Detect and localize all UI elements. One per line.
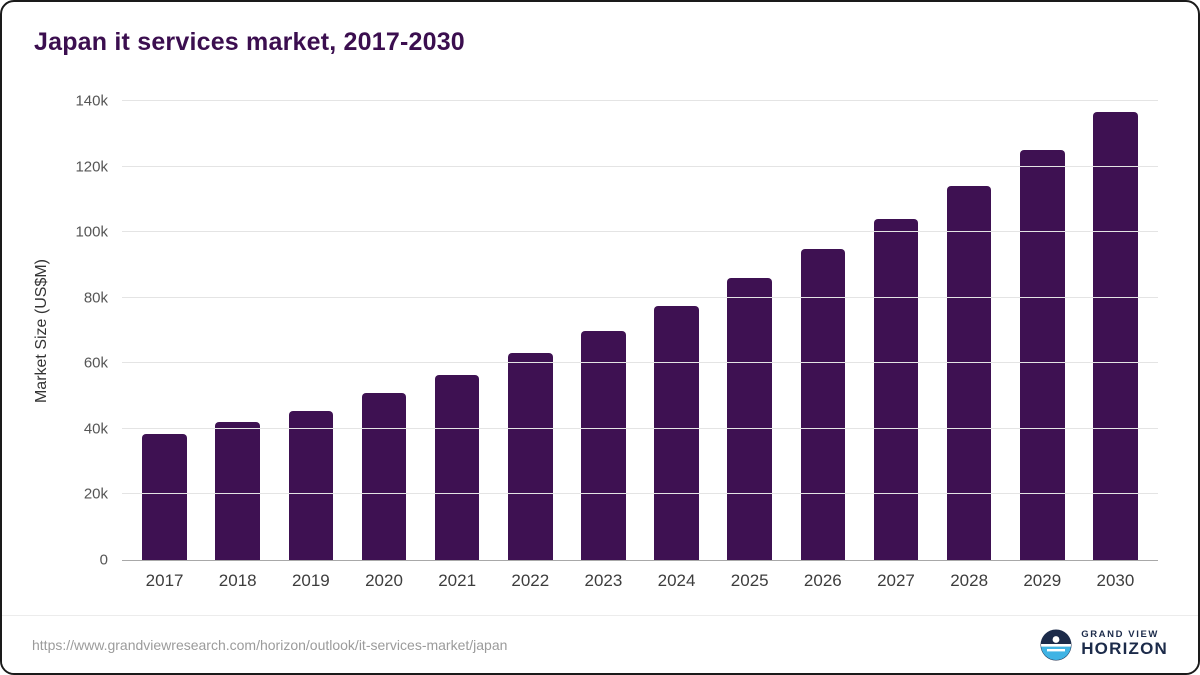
gridline [122,231,1158,233]
x-tick-label: 2017 [145,571,184,590]
x-tick-label: 2022 [511,571,550,590]
bar-2018 [215,422,261,560]
bars [122,101,1158,560]
bar-slot [786,101,859,560]
bar-2017 [142,433,187,560]
y-tick-label: 20k [83,485,108,503]
x-tick-label: 2018 [218,571,257,590]
bar-slot [713,101,786,560]
bar-2030 [1093,112,1138,560]
brand-name-top: GRAND VIEW [1081,628,1159,640]
y-tick-label: 100k [75,223,108,241]
y-axis-label: Market Size (US$M) [33,258,50,403]
x-tick-label: 2028 [950,571,989,590]
gridline [122,493,1158,495]
y-tick-label: 120k [75,158,108,176]
bar-slot [567,101,640,560]
bar-slot [933,101,1006,560]
bar-slot [494,101,567,560]
bar-slot [859,101,932,560]
horizon-logo-icon [1040,629,1072,661]
gridline [122,427,1158,429]
brand-logo: GRAND VIEW HORIZON [1040,629,1168,661]
bar-2020 [361,392,407,560]
bar-2025 [727,278,772,560]
bar-2019 [288,410,334,560]
x-tick-label: 2023 [584,571,623,590]
gridline [122,296,1158,298]
x-tick-label: 2029 [1023,571,1062,590]
bar-slot [128,101,201,560]
y-tick-label: 140k [75,92,108,110]
footer: https://www.grandviewresearch.com/horizo… [2,615,1198,673]
bar-slot [201,101,274,560]
bar-2026 [800,248,846,560]
bar-2024 [654,305,699,560]
x-tick-label: 2025 [730,571,769,590]
y-tick-label: 60k [83,354,108,372]
source-url: https://www.grandviewresearch.com/horizo… [32,636,508,653]
bar-slot [421,101,494,560]
bar-2027 [873,219,919,560]
bar-2021 [434,374,480,560]
x-tick-label: 2019 [291,571,330,590]
x-tick-label: 2024 [657,571,696,590]
bar-2023 [581,330,626,560]
x-labels: 2017 2018 2019 2020 2021 2022 2023 2024 2025 2026… [122,571,1158,591]
x-tick-label: 2026 [803,571,842,590]
y-tick-label: 0 [99,551,108,569]
chart-title: Japan it services market, 2017-2030 [34,28,465,56]
bar-2022 [507,353,553,560]
x-tick-label: 2027 [877,571,915,590]
x-tick-label: 2030 [1096,571,1135,590]
bar-2028 [946,186,992,560]
gridline [122,100,1158,101]
brand-name-bottom: HORIZON [1081,639,1168,659]
x-tick-label: 2021 [438,571,477,590]
brand-text: GRAND VIEW HORIZON [1081,628,1168,659]
x-tick-label: 2020 [365,571,403,590]
bar-slot [347,101,420,560]
y-tick-label: 40k [83,420,108,438]
bar-slot [1006,101,1079,560]
plot-area: Market Size (US$M) 0 20k 40k 60k 80k 100k 120k… [33,93,1158,569]
y-tick-label: 80k [83,289,108,307]
gridline [122,362,1158,364]
bar-2029 [1019,150,1065,560]
bar-slot [1079,101,1152,560]
bar-slot [640,101,713,560]
bar-slot [274,101,347,560]
gridline [122,165,1158,167]
